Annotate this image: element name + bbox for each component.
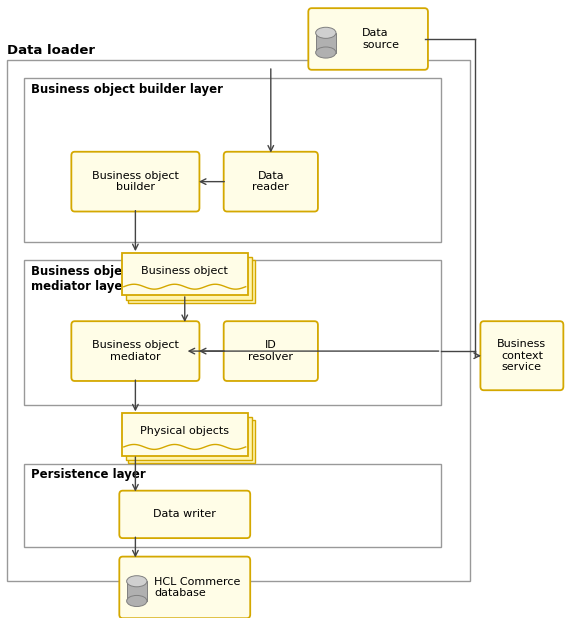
Bar <box>316 33 336 53</box>
Bar <box>7 60 469 581</box>
FancyBboxPatch shape <box>125 417 252 460</box>
Text: Business object: Business object <box>141 266 228 276</box>
FancyBboxPatch shape <box>121 253 248 295</box>
Text: ID
resolver: ID resolver <box>248 340 293 362</box>
Text: Data
source: Data source <box>362 28 399 50</box>
FancyBboxPatch shape <box>480 321 564 390</box>
FancyBboxPatch shape <box>71 321 200 381</box>
Text: Business object
mediator layer: Business object mediator layer <box>31 265 134 293</box>
FancyBboxPatch shape <box>224 321 318 381</box>
Bar <box>24 260 442 405</box>
FancyBboxPatch shape <box>71 152 200 212</box>
FancyBboxPatch shape <box>125 257 252 300</box>
Text: Data loader: Data loader <box>7 44 95 57</box>
Text: Data
reader: Data reader <box>252 171 289 193</box>
FancyBboxPatch shape <box>119 491 250 538</box>
Bar <box>126 581 147 601</box>
Text: Persistence layer: Persistence layer <box>31 469 146 482</box>
Text: Business object builder layer: Business object builder layer <box>31 84 223 97</box>
FancyBboxPatch shape <box>128 260 255 303</box>
Text: Business object
mediator: Business object mediator <box>92 340 179 362</box>
Bar <box>24 464 442 547</box>
Ellipse shape <box>316 27 336 38</box>
Ellipse shape <box>316 47 336 58</box>
Ellipse shape <box>126 595 147 607</box>
Text: Physical objects: Physical objects <box>140 426 229 436</box>
Bar <box>24 79 442 241</box>
Text: Business object
builder: Business object builder <box>92 171 179 193</box>
FancyBboxPatch shape <box>119 556 250 618</box>
FancyBboxPatch shape <box>121 413 248 456</box>
Text: Business
context
service: Business context service <box>497 339 547 372</box>
Text: HCL Commerce
database: HCL Commerce database <box>154 577 240 598</box>
FancyBboxPatch shape <box>224 152 318 212</box>
Ellipse shape <box>126 576 147 587</box>
FancyBboxPatch shape <box>308 8 428 70</box>
FancyBboxPatch shape <box>128 420 255 463</box>
Text: Data writer: Data writer <box>153 509 216 519</box>
